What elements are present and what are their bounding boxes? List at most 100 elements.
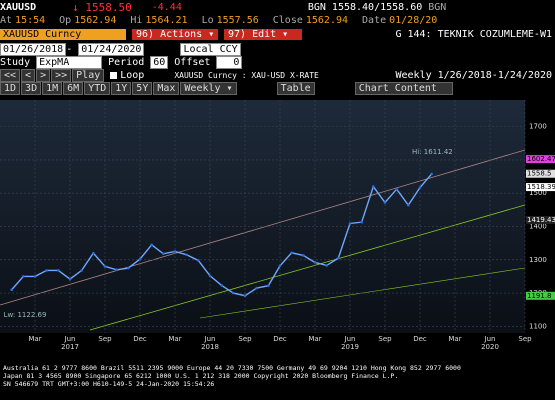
y-tick-label: 1500: [529, 189, 547, 197]
year-label: 2019: [341, 343, 359, 351]
stat-value: 1557.56: [216, 15, 259, 26]
price-point: [232, 291, 235, 295]
offset[interactable]: 0: [216, 56, 243, 69]
frequency: Weekly: [395, 70, 432, 81]
nav-row: << < > >> Play Loop XAUUSD Curncy : XAU-USD X-…: [0, 69, 555, 82]
chart-content[interactable]: Chart Content: [354, 82, 453, 95]
loop-box[interactable]: [110, 72, 118, 79]
x-tick-label: Sep: [518, 335, 532, 343]
price-tag-label: 1191.8: [527, 292, 552, 300]
price-point: [138, 257, 142, 261]
x-tick-label: Jun: [344, 335, 356, 343]
y-tick-label: 1400: [529, 222, 547, 230]
trend-line: [0, 149, 526, 306]
period[interactable]: 60: [150, 56, 169, 69]
quote-row: XAUUSD ↓ 1558.50 -4.44 BGN 1558.40/1558.…: [0, 1, 555, 14]
stat-label: Close: [272, 15, 303, 26]
period-button[interactable]: 5Y: [132, 82, 153, 95]
price-point: [325, 264, 328, 267]
change: -4.44: [151, 2, 182, 13]
price-point: [10, 288, 13, 292]
period-label: Period: [108, 57, 145, 68]
source: BGN: [428, 2, 447, 13]
price-point: [208, 274, 212, 278]
footer-line: Australia 61 2 9777 8600 Brazil 5511 239…: [3, 364, 461, 372]
play[interactable]: Play: [72, 69, 105, 82]
date-row: 01/26/2018- 01/24/2020 Local CCY: [0, 43, 555, 56]
nav-button[interactable]: >>: [51, 69, 72, 82]
range: 1/26/2018-1/24/2020: [437, 70, 552, 81]
quote: BGN 1558.40/1558.60: [307, 2, 423, 13]
x-tick-label: Jun: [204, 335, 216, 343]
annotation: Hi: 1611.42: [412, 148, 453, 156]
period-button[interactable]: 1M: [42, 82, 63, 95]
currency[interactable]: Local CCY: [180, 43, 241, 56]
nav-button[interactable]: <<: [0, 69, 21, 82]
stat-label: At: [0, 15, 13, 26]
price-point: [92, 251, 95, 255]
edit[interactable]: 97) Edit ▾: [224, 29, 302, 40]
period-row: 1D 3D 1M 6M YTD 1Y 5Y Max Weekly ▾ Table Chart Con…: [0, 82, 555, 95]
price-tag-label: 1558.5: [527, 170, 552, 178]
price-tag-label: 1518.39: [527, 183, 555, 191]
nav-button[interactable]: <: [21, 69, 36, 82]
frequency-select[interactable]: Weekly ▾: [180, 82, 237, 95]
actions[interactable]: 96) Actions ▾: [132, 29, 218, 40]
y-tick-label: 1100: [529, 322, 547, 330]
y-tick-label: 1700: [529, 123, 547, 131]
period-button[interactable]: 6M: [63, 82, 84, 95]
stat-value: 15:54: [15, 15, 46, 26]
table[interactable]: Table: [276, 82, 315, 95]
stat-value: 1562.94: [74, 15, 117, 26]
x-tick-label: Dec: [273, 335, 287, 343]
last: ↓ 1558.50: [72, 1, 132, 14]
study[interactable]: ExpMA: [36, 56, 103, 69]
period-button[interactable]: YTD: [84, 82, 111, 95]
price-point: [80, 269, 83, 272]
price-point: [220, 284, 223, 287]
end-date[interactable]: 01/24/2020: [78, 43, 145, 56]
footer-line: Japan 81 3 4565 8900 Singapore 65 6212 1…: [3, 372, 399, 380]
price-point: [360, 220, 363, 224]
stat-label: Date: [362, 15, 387, 26]
price-point: [255, 286, 258, 290]
trend-line: [89, 204, 526, 331]
price-tag-label: 1602.47: [527, 155, 555, 163]
chart-name: XAUUSD Curncy : XAU-USD X-RATE: [174, 71, 319, 80]
x-tick-label: Sep: [238, 335, 252, 343]
period-button[interactable]: 1D: [0, 82, 21, 95]
trend-line: [199, 267, 526, 319]
price-point: [115, 268, 118, 272]
start-date[interactable]: 01/26/2018: [0, 43, 67, 56]
stat-value: 01/28/20: [389, 15, 438, 26]
footer: Australia 61 2 9777 8600 Brazil 5511 239…: [0, 364, 555, 388]
x-tick-label: Mar: [28, 335, 41, 343]
security: XAUUSD Curncy: [0, 29, 126, 40]
year-label: 2017: [61, 343, 79, 351]
x-tick-label: Jun: [484, 335, 496, 343]
page-title: G 144: TEKNIK COZUMLEME-W1: [395, 29, 552, 40]
price-point: [372, 185, 375, 188]
period-button[interactable]: 3D: [21, 82, 42, 95]
price-point: [103, 265, 107, 268]
x-tick-label: Sep: [378, 335, 392, 343]
x-tick-label: Mar: [168, 335, 181, 343]
nav-button[interactable]: >: [36, 69, 51, 82]
price-point: [337, 256, 340, 260]
offset-label: Offset: [174, 57, 211, 68]
x-tick-label: Mar: [448, 335, 461, 343]
year-label: 2020: [481, 343, 499, 351]
price-point: [418, 186, 422, 189]
period-button[interactable]: Max: [153, 82, 180, 95]
price-point: [45, 269, 48, 272]
annotation: Lw: 1122.69: [4, 311, 47, 319]
period-button[interactable]: 1Y: [111, 82, 132, 95]
price-point: [150, 243, 153, 247]
x-tick-label: Dec: [133, 335, 147, 343]
stats-row: At 15:54 Op 1562.94 Hi 1564.21 Lo 1557.56 Close 1…: [0, 14, 555, 27]
study-label: Study: [0, 57, 31, 68]
price-point: [313, 261, 317, 264]
footer-line: SN 546679 TRT GMT+3:00 H610-149-5 24-Jan…: [3, 380, 215, 388]
price-tag: [526, 291, 555, 300]
